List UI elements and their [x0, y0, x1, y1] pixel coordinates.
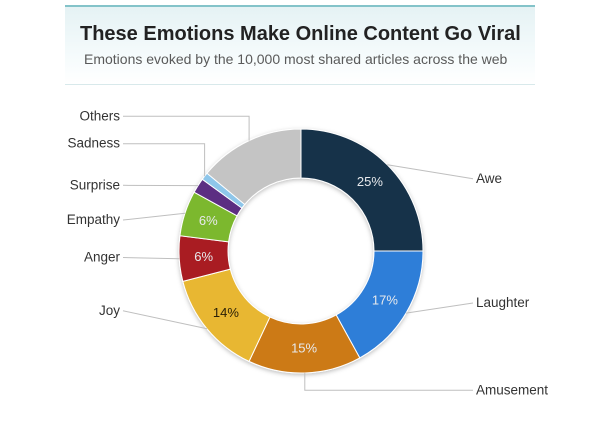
svg-text:14%: 14%: [213, 305, 239, 320]
svg-text:Amusement: Amusement: [476, 382, 548, 397]
svg-text:Laughter: Laughter: [476, 295, 530, 310]
svg-text:Joy: Joy: [99, 303, 120, 318]
svg-text:Awe: Awe: [476, 171, 502, 186]
svg-text:Anger: Anger: [84, 250, 121, 265]
svg-text:15%: 15%: [291, 341, 317, 356]
svg-text:Empathy: Empathy: [67, 212, 121, 227]
svg-text:Surprise: Surprise: [70, 177, 120, 192]
svg-text:6%: 6%: [199, 213, 218, 228]
svg-text:6%: 6%: [194, 249, 213, 264]
svg-text:17%: 17%: [372, 293, 398, 308]
svg-text:Others: Others: [79, 108, 120, 123]
svg-text:25%: 25%: [357, 174, 383, 189]
svg-text:Sadness: Sadness: [67, 136, 120, 151]
